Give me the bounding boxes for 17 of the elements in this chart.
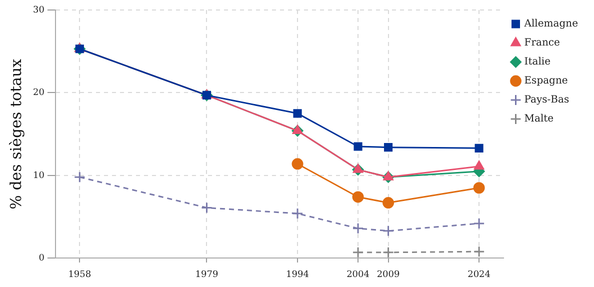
legend-label: France	[524, 38, 560, 49]
legend-label: Italie	[524, 56, 551, 68]
x-tick-label: 1994	[286, 270, 310, 280]
legend-label: Malte	[524, 114, 554, 125]
y-tick-label: 20	[33, 88, 45, 98]
y-axis-title: % des sièges totaux	[6, 58, 25, 210]
x-tick-label: 2024	[468, 270, 491, 280]
legend-label: Pays-Bas	[524, 94, 570, 106]
y-tick-label: 0	[38, 254, 45, 264]
x-tick-label: 2004	[346, 270, 370, 280]
x-tick-label: 2009	[376, 270, 400, 280]
x-tick-label: 1979	[195, 270, 218, 280]
y-tick-label: 10	[33, 170, 45, 181]
legend-label: Espagne	[524, 76, 568, 87]
y-tick-label: 30	[33, 5, 45, 16]
x-tick-label: 1958	[68, 270, 92, 280]
legend-label: Allemagne	[523, 18, 578, 30]
